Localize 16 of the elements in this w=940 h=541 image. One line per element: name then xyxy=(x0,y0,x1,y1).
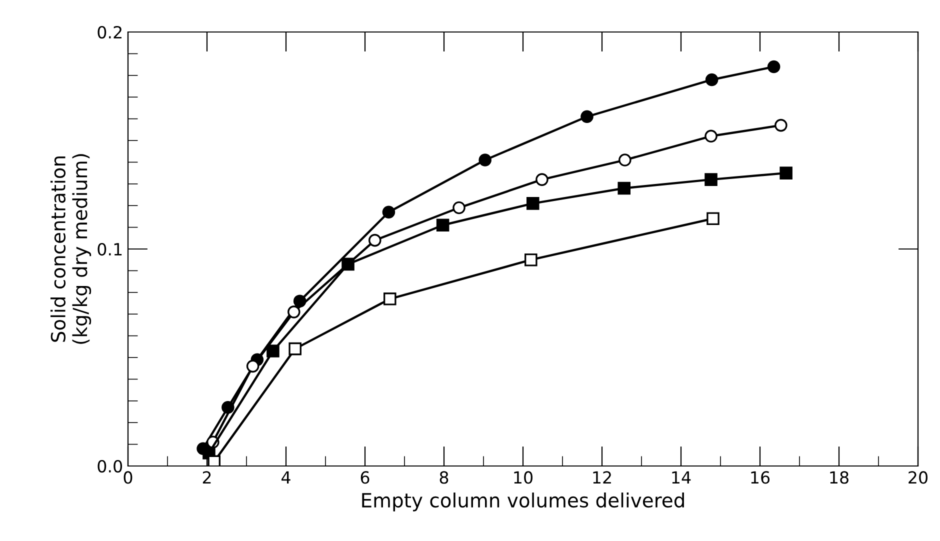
x-tick-label: 8 xyxy=(440,471,448,484)
y-tick-label: 0.0 xyxy=(98,460,122,473)
x-tick-label: 16 xyxy=(751,471,770,484)
y-axis-title: Solid concentration (kg/kg dry medium) xyxy=(50,154,92,344)
x-tick-label: 12 xyxy=(593,471,611,484)
x-tick-label: 4 xyxy=(282,471,290,484)
x-tick-label: 14 xyxy=(672,471,691,484)
x-tick-label: 6 xyxy=(360,471,370,484)
y-tick-label: 0.2 xyxy=(98,26,122,39)
x-axis-title: Empty column volumes delivered xyxy=(362,492,684,512)
x-tick-label: 20 xyxy=(908,471,928,484)
y-tick-label: 0.1 xyxy=(98,242,122,256)
x-tick-label: 18 xyxy=(830,471,848,484)
x-tick-label: 10 xyxy=(514,471,532,484)
x-tick-label: 0 xyxy=(124,471,132,484)
x-tick-label: 2 xyxy=(202,471,211,484)
